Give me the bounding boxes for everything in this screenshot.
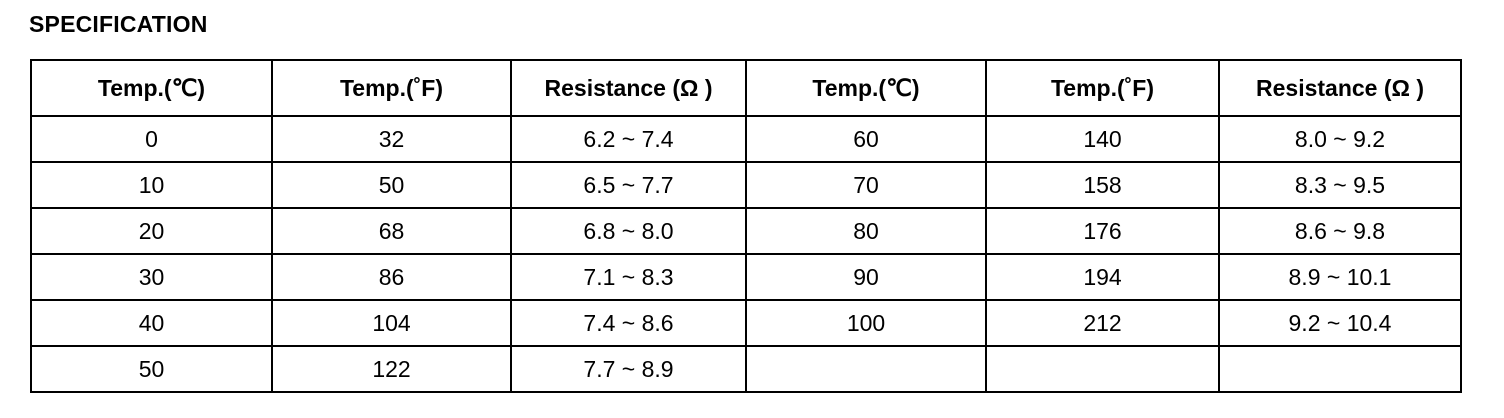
table-row: 50 122 7.7 ~ 8.9 <box>30 345 1462 393</box>
cell-resistance <box>1218 345 1462 393</box>
header-resistance: Resistance (Ω ) <box>510 59 747 117</box>
cell-temp-c: 70 <box>745 161 987 209</box>
table-row: 10 50 6.5 ~ 7.7 70 158 8.3 ~ 9.5 <box>30 161 1462 209</box>
cell-temp-c: 50 <box>30 345 273 393</box>
cell-temp-c: 100 <box>745 299 987 347</box>
header-temp-f: Temp.(˚F) <box>985 59 1220 117</box>
specification-table: Temp.(℃) Temp.(˚F) Resistance (Ω ) Temp.… <box>30 59 1462 393</box>
cell-temp-c <box>745 345 987 393</box>
cell-temp-c: 20 <box>30 207 273 255</box>
header-temp-c: Temp.(℃) <box>745 59 987 117</box>
cell-temp-f: 32 <box>271 115 512 163</box>
cell-resistance: 6.8 ~ 8.0 <box>510 207 747 255</box>
cell-temp-f: 122 <box>271 345 512 393</box>
cell-temp-f: 194 <box>985 253 1220 301</box>
cell-temp-f: 104 <box>271 299 512 347</box>
cell-temp-c: 0 <box>30 115 273 163</box>
cell-resistance: 7.1 ~ 8.3 <box>510 253 747 301</box>
cell-temp-f <box>985 345 1220 393</box>
cell-resistance: 7.4 ~ 8.6 <box>510 299 747 347</box>
cell-temp-f: 212 <box>985 299 1220 347</box>
cell-resistance: 8.6 ~ 9.8 <box>1218 207 1462 255</box>
header-temp-c: Temp.(℃) <box>30 59 273 117</box>
cell-temp-f: 176 <box>985 207 1220 255</box>
cell-temp-c: 10 <box>30 161 273 209</box>
cell-resistance: 8.3 ~ 9.5 <box>1218 161 1462 209</box>
table-row: 0 32 6.2 ~ 7.4 60 140 8.0 ~ 9.2 <box>30 115 1462 163</box>
cell-temp-f: 158 <box>985 161 1220 209</box>
table-row: 20 68 6.8 ~ 8.0 80 176 8.6 ~ 9.8 <box>30 207 1462 255</box>
cell-resistance: 6.2 ~ 7.4 <box>510 115 747 163</box>
header-resistance: Resistance (Ω ) <box>1218 59 1462 117</box>
page-title: SPECIFICATION <box>29 11 208 37</box>
cell-temp-f: 68 <box>271 207 512 255</box>
cell-temp-c: 60 <box>745 115 987 163</box>
cell-temp-f: 50 <box>271 161 512 209</box>
table-row: 30 86 7.1 ~ 8.3 90 194 8.9 ~ 10.1 <box>30 253 1462 301</box>
cell-resistance: 6.5 ~ 7.7 <box>510 161 747 209</box>
cell-temp-f: 140 <box>985 115 1220 163</box>
cell-temp-f: 86 <box>271 253 512 301</box>
cell-resistance: 9.2 ~ 10.4 <box>1218 299 1462 347</box>
cell-temp-c: 30 <box>30 253 273 301</box>
header-temp-f: Temp.(˚F) <box>271 59 512 117</box>
table-row: 40 104 7.4 ~ 8.6 100 212 9.2 ~ 10.4 <box>30 299 1462 347</box>
table-header-row: Temp.(℃) Temp.(˚F) Resistance (Ω ) Temp.… <box>30 59 1462 117</box>
cell-resistance: 8.0 ~ 9.2 <box>1218 115 1462 163</box>
cell-resistance: 7.7 ~ 8.9 <box>510 345 747 393</box>
cell-resistance: 8.9 ~ 10.1 <box>1218 253 1462 301</box>
cell-temp-c: 80 <box>745 207 987 255</box>
cell-temp-c: 40 <box>30 299 273 347</box>
cell-temp-c: 90 <box>745 253 987 301</box>
